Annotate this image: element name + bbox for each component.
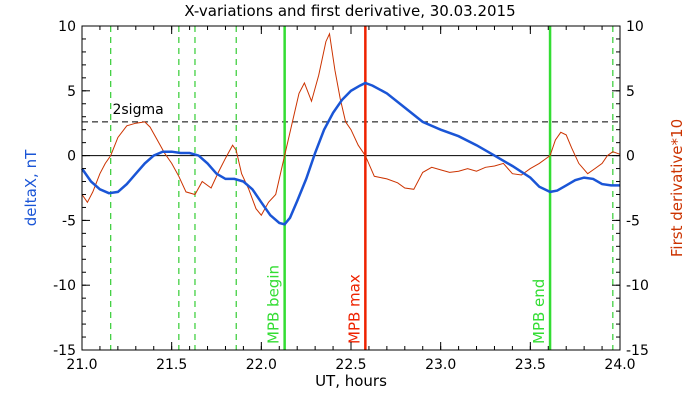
chart-title: X-variations and first derivative, 30.03… [184,2,515,20]
y-tick-label-right-1: -10 [626,278,649,294]
y-tick-label-left-3: 0 [67,149,76,165]
y-tick-label-left-1: -10 [53,278,76,294]
y-tick-label-right-0: -15 [626,343,649,359]
y-tick-label-right-4: 5 [626,84,635,100]
sigma-label: 2sigma [112,102,163,118]
y-tick-label-left-4: 5 [67,84,76,100]
x-tick-label-2: 22.0 [246,357,277,373]
y-tick-label-left-5: 10 [58,19,76,35]
x-tick-label-0: 21.0 [66,357,97,373]
y-tick-label-right-5: 10 [626,19,644,35]
x-axis-label: UT, hours [315,372,387,390]
x-tick-label-6: 24.0 [604,357,635,373]
y-axis-label-right: First derivative*10 [668,119,686,257]
y-tick-label-left-0: -15 [53,343,76,359]
x-tick-label-4: 23.0 [425,357,456,373]
derivative-line [81,32,621,217]
deltax-line [80,81,620,226]
y-axis-label-left: deltaX, nT [22,149,40,226]
y-tick-label-right-3: 0 [626,149,635,165]
x-tick-label-5: 23.5 [515,357,546,373]
marker-label-2: MPB end [530,279,548,344]
x-tick-label-3: 22.5 [335,357,366,373]
marker-label-0: MPB begin [265,265,283,344]
marker-label-1: MPB max [345,274,363,344]
x-tick-label-1: 21.5 [156,357,187,373]
y-tick-label-left-2: -5 [62,213,76,229]
y-tick-label-right-2: -5 [626,213,640,229]
